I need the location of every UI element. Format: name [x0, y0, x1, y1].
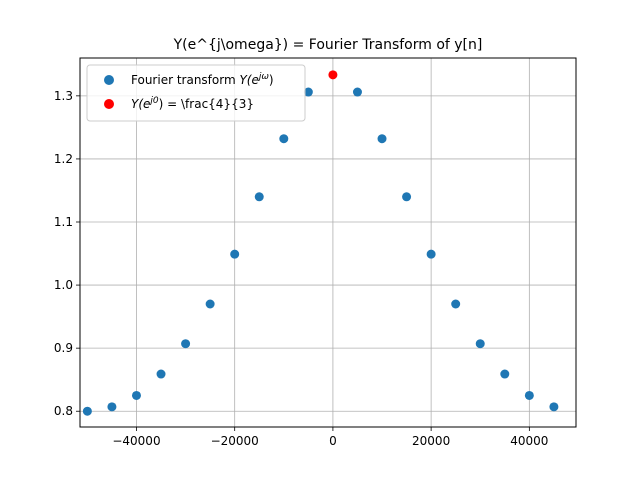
- legend-dc-math-sup: j0: [148, 96, 159, 106]
- y-tick-label: 1.1: [54, 215, 73, 229]
- y-tick-label: 1.2: [54, 152, 73, 166]
- data-point-fourier: [181, 339, 191, 349]
- y-tick-label: 1.0: [54, 278, 73, 292]
- data-point-fourier: [279, 134, 289, 144]
- legend-dc-math-base: Y(e: [131, 97, 150, 111]
- legend-dc-math-tail: ): [159, 97, 164, 111]
- axis-ticks: −40000 −20000 0 20000 40000 0.8 0.9 1.0 1.1 1.2 1.…: [54, 89, 549, 448]
- legend-box: [86, 64, 306, 122]
- legend-fourier-main: Fourier transform: [131, 73, 239, 87]
- data-point-fourier: [205, 299, 215, 309]
- data-point-fourier: [230, 249, 240, 259]
- legend-dc-rest: = \frac{4}{3}: [163, 97, 254, 111]
- y-tick-label: 0.9: [54, 341, 73, 355]
- y-tick-label: 0.8: [54, 404, 73, 418]
- data-point-fourier: [352, 87, 362, 97]
- legend-entry-dc-value: Y(ej0) = \frac{4}{3}: [131, 96, 254, 111]
- data-point-dc-value: [328, 70, 338, 80]
- legend-fourier-math-sup: jω: [257, 72, 270, 82]
- legend-entry-fourier: Fourier transform Y(ejω): [131, 72, 274, 87]
- data-point-fourier: [402, 192, 412, 202]
- data-point-fourier: [500, 369, 510, 379]
- data-point-fourier: [475, 339, 485, 349]
- data-point-fourier: [254, 192, 264, 202]
- data-points: [82, 70, 559, 416]
- data-point-fourier: [156, 369, 166, 379]
- legend: Fourier transform Y(ejω) Y(ej0) = \frac{…: [86, 64, 306, 122]
- chart-title: Y(e^{j\omega}) = Fourier Transform of y[…: [173, 37, 483, 53]
- x-tick-label: −20000: [211, 434, 259, 448]
- data-point-fourier: [131, 390, 141, 400]
- legend-fourier-math-base: Y(e: [239, 73, 258, 87]
- data-point-fourier: [451, 299, 461, 309]
- data-point-fourier: [107, 402, 117, 412]
- data-point-fourier: [426, 249, 436, 259]
- axes-frame: [79, 57, 577, 428]
- x-tick-label: 0: [329, 434, 337, 448]
- legend-marker-dc-value: [104, 99, 114, 109]
- grid-lines: [80, 58, 576, 427]
- data-point-fourier: [377, 134, 387, 144]
- data-point-fourier: [549, 402, 559, 412]
- x-tick-label: 40000: [510, 434, 548, 448]
- data-point-fourier: [82, 406, 92, 416]
- legend-marker-fourier: [104, 75, 114, 85]
- x-tick-label: −40000: [112, 434, 160, 448]
- data-point-fourier: [524, 390, 534, 400]
- data-point-fourier: [303, 87, 313, 97]
- y-tick-label: 1.3: [54, 89, 73, 103]
- x-tick-label: 20000: [412, 434, 450, 448]
- legend-fourier-math-tail: ): [269, 73, 274, 87]
